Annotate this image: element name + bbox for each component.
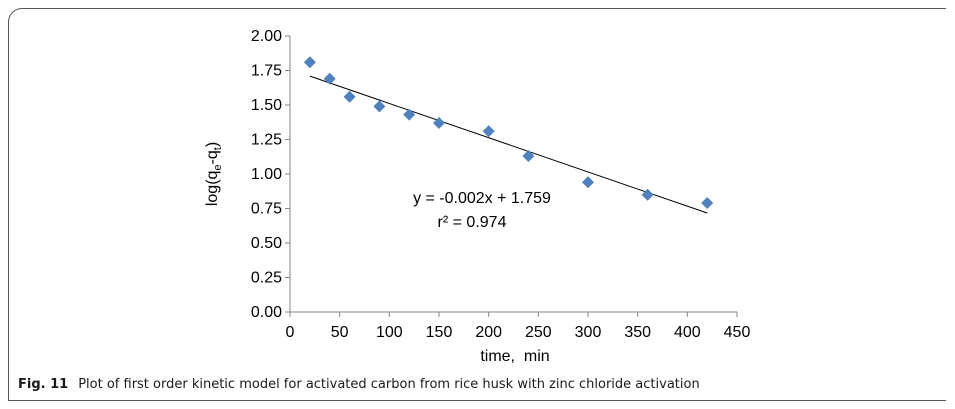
y-tick-label: 0.75 xyxy=(251,201,282,218)
figure-caption: Fig. 11 Plot of first order kinetic model… xyxy=(18,377,700,392)
figure-bottom-rule xyxy=(8,400,946,401)
data-point-marker xyxy=(433,116,445,129)
data-point-marker xyxy=(582,176,594,189)
x-tick-label: 50 xyxy=(331,324,349,341)
x-tick-label: 150 xyxy=(426,324,453,341)
y-tick-label: 1.25 xyxy=(251,132,282,149)
x-tick-label: 100 xyxy=(376,324,403,341)
x-tick-label: 250 xyxy=(525,324,552,341)
data-point-marker xyxy=(323,72,336,85)
r-squared-annotation: r² = 0.974 xyxy=(438,214,507,231)
y-tick-label: 1.75 xyxy=(251,63,282,80)
data-point-marker xyxy=(522,150,535,163)
data-point-marker xyxy=(701,196,714,209)
y-tick-label: 0.25 xyxy=(251,270,282,287)
y-tick-label: 0.00 xyxy=(251,304,282,321)
data-point-marker xyxy=(343,90,356,103)
x-tick-label: 300 xyxy=(575,324,602,341)
equation-annotation: y = -0.002x + 1.759 xyxy=(413,190,551,207)
data-points xyxy=(303,56,714,209)
y-axis-label: log(qe-qt) xyxy=(204,142,224,206)
y-axis-ticks: 0.00 0.25 0.50 0.75 1.00 1.25 1.50 1.75 2.00 xyxy=(251,28,290,321)
y-tick-label: 1.50 xyxy=(251,97,282,114)
figure-frame xyxy=(8,8,946,400)
x-tick-label: 450 xyxy=(724,324,751,341)
x-tick-label: 0 xyxy=(286,324,295,341)
data-point-marker xyxy=(373,100,386,113)
y-tick-label: 0.50 xyxy=(251,235,282,252)
data-point-marker xyxy=(303,56,316,69)
data-point-marker xyxy=(482,125,495,138)
trendline xyxy=(309,75,708,214)
x-axis-ticks: 0 50 100 150 200 250 300 350 400 450 xyxy=(286,312,751,341)
chart-axes xyxy=(289,36,737,313)
y-tick-label: 1.00 xyxy=(251,166,282,183)
x-tick-label: 200 xyxy=(475,324,502,341)
caption-text: Plot of first order kinetic model for ac… xyxy=(78,377,700,392)
figure-label: Fig. 11 xyxy=(18,377,69,392)
y-tick-label: 2.00 xyxy=(251,28,282,45)
data-point-marker xyxy=(641,188,654,201)
x-tick-label: 400 xyxy=(674,324,701,341)
x-axis-label: time, min xyxy=(480,348,549,365)
x-tick-label: 350 xyxy=(624,324,651,341)
data-point-marker xyxy=(403,108,416,121)
